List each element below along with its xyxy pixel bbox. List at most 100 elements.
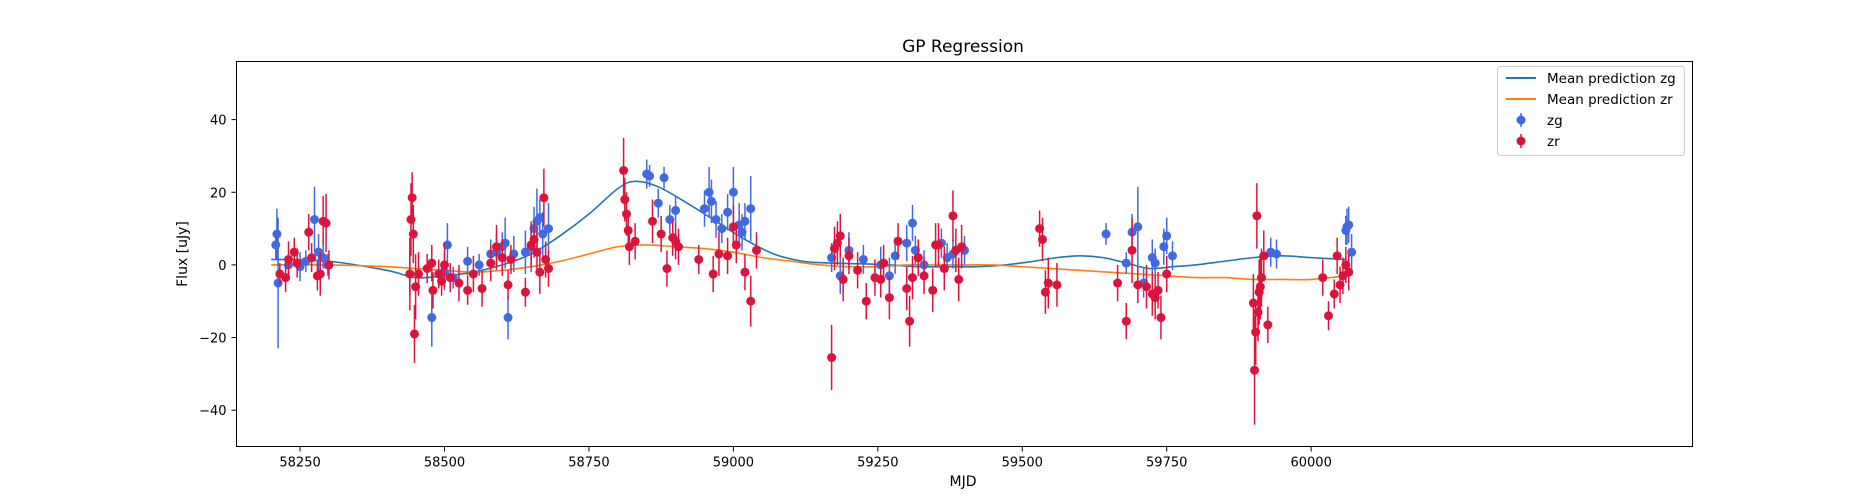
y-tick-label: −20 [199, 332, 226, 347]
data-point-zr [902, 266, 912, 311]
data-point-zg [659, 166, 669, 189]
data-point-zr [454, 264, 464, 302]
data-point-zr [1153, 272, 1163, 309]
data-point-zr [463, 275, 473, 305]
x-axis: 58250 58500 58750 59000 59250 59500 59750 60000 [279, 446, 1332, 471]
data-point-zr [861, 283, 871, 320]
data-point-zr [694, 244, 704, 274]
data-point-zg [544, 203, 553, 254]
data-point-zr [827, 324, 837, 391]
data-point-zr [619, 137, 629, 204]
data-point-zr [723, 237, 733, 274]
y-axis-title: Flux [uJy] [175, 221, 191, 287]
data-point-zr [957, 224, 967, 269]
data-point-zr [486, 244, 496, 282]
x-tick-label: 59000 [713, 456, 754, 471]
data-point-zr [535, 250, 545, 294]
data-point-zr [879, 244, 889, 282]
data-point-zr [1248, 273, 1258, 333]
data-point-zr [1344, 254, 1354, 291]
data-point-zg [645, 165, 655, 187]
data-point-zr [1252, 183, 1262, 249]
data-point-zr [440, 243, 449, 287]
data-point-zr [662, 250, 672, 287]
data-point-zr [503, 270, 513, 300]
data-point-zg [1121, 252, 1131, 274]
data-point-zr [1263, 306, 1273, 343]
data-point-zg [1162, 217, 1172, 254]
x-tick-label: 58500 [424, 456, 465, 471]
data-point-zr [315, 252, 325, 296]
x-tick-label: 59500 [1002, 456, 1043, 471]
data-point-zr [539, 168, 549, 227]
data-point-zr [708, 255, 718, 293]
data-point-zr [414, 252, 423, 296]
legend-label-zr-points: zr [1547, 134, 1560, 150]
data-point-zr [422, 254, 432, 284]
data-point-zr [934, 223, 943, 267]
data-point-zr [835, 214, 845, 258]
data-point-zg [503, 295, 513, 340]
axes-frame [236, 61, 1693, 447]
data-point-zr [407, 172, 417, 224]
data-point-zg [706, 179, 716, 224]
data-point-zr [324, 250, 334, 280]
data-point-zr [1332, 237, 1342, 274]
data-point-zr [1127, 217, 1137, 284]
y-tick-label: 40 [210, 114, 227, 129]
data-point-zg [463, 246, 473, 276]
data-point-zr [1043, 257, 1053, 309]
chart-title: GP Regression [902, 37, 1024, 57]
x-axis-title: MJD [950, 474, 977, 490]
data-point-zg [1168, 241, 1177, 271]
data-point-zr [405, 237, 415, 311]
data-point-zr [928, 268, 938, 313]
x-tick-label: 59250 [857, 456, 898, 471]
data-point-zg [1133, 186, 1143, 267]
data-point-zg [746, 175, 756, 242]
data-point-zr [648, 199, 657, 244]
data-point-zr [1329, 279, 1339, 309]
data-point-zr [1324, 301, 1333, 331]
x-tick-label: 60000 [1290, 456, 1331, 471]
data-point-zr [1156, 295, 1166, 340]
data-point-zr [746, 275, 756, 327]
data-point-zg [711, 201, 721, 238]
data-point-zr [844, 237, 854, 274]
x-tick-label: 58750 [568, 456, 609, 471]
legend-swatch-zr-points [1516, 134, 1526, 148]
data-point-zr [427, 244, 437, 282]
data-point-zr [674, 228, 683, 265]
data-point-zr [1142, 264, 1151, 309]
data-point-zg [908, 204, 917, 242]
data-point-zr [752, 232, 761, 269]
data-point-zr [919, 257, 929, 294]
y-axis: −40 −20 0 20 40 [199, 114, 237, 419]
data-point-zr [477, 270, 487, 307]
legend-box [1497, 66, 1685, 156]
data-point-zg [700, 190, 709, 227]
data-point-zr [1121, 303, 1131, 340]
data-point-zg [717, 214, 727, 244]
data-point-zr [731, 226, 741, 264]
data-point-zr [497, 239, 507, 276]
data-point-zr [408, 204, 418, 264]
data-point-zr [905, 295, 915, 347]
data-point-zr [913, 239, 923, 276]
data-point-zr [1259, 230, 1269, 282]
data-point-zr [893, 223, 903, 260]
legend-label-zg-line: Mean prediction zg [1547, 71, 1676, 87]
plot-area [271, 137, 1357, 425]
data-point-zg [1101, 223, 1111, 245]
y-tick-label: 0 [218, 259, 226, 274]
data-point-zg [474, 254, 484, 276]
data-point-zg [310, 186, 319, 253]
data-point-zr [656, 215, 666, 253]
data-point-zg [723, 194, 733, 231]
data-point-zr [307, 243, 317, 273]
x-tick-label: 59750 [1146, 456, 1187, 471]
legend-label-zr-line: Mean prediction zr [1547, 92, 1673, 108]
x-tick-label: 58250 [279, 456, 320, 471]
data-point-zr [1052, 263, 1062, 307]
